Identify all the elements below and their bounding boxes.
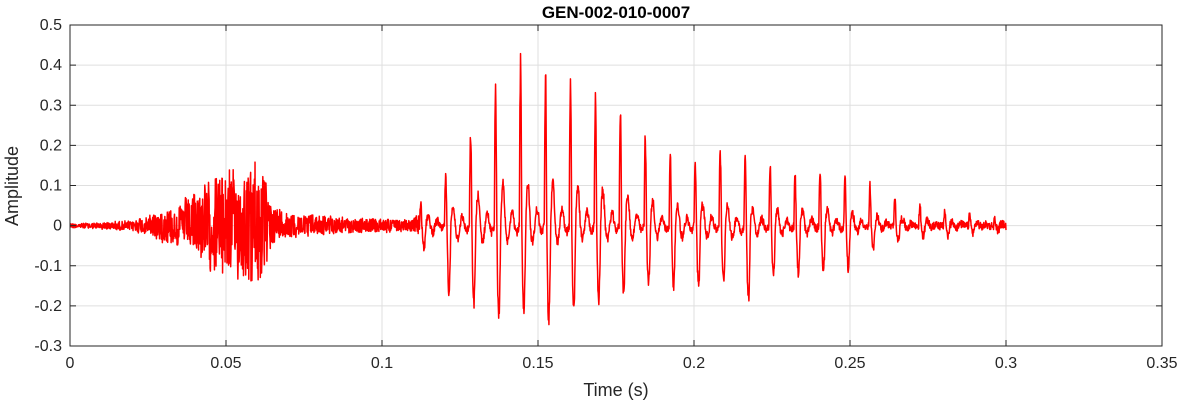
y-tick-label: -0.2	[34, 298, 62, 315]
waveform-line	[69, 52, 1007, 326]
x-tick-label: 0.25	[834, 355, 865, 372]
y-tick-label: -0.1	[34, 258, 62, 275]
x-tick-label: 0.35	[1146, 355, 1177, 372]
ticks	[69, 24, 1163, 347]
x-axis-label: Time (s)	[583, 380, 648, 400]
y-tick-label: 0.2	[40, 137, 62, 154]
x-tick-label: 0	[66, 355, 75, 372]
chart-title: GEN-002-010-0007	[542, 3, 690, 22]
y-tick-label: 0.4	[40, 57, 62, 74]
y-tick-label: -0.3	[34, 338, 62, 355]
x-tick-label: 0.1	[371, 355, 393, 372]
y-tick-label: 0.5	[40, 17, 62, 34]
y-tick-labels: -0.3 -0.2 -0.1 0 0.1 0.2 0.3 0.4 0.5	[34, 17, 62, 355]
y-tick-label: 0.3	[40, 97, 62, 114]
x-tick-labels: 0 0.05 0.1 0.15 0.2 0.25 0.3 0.35	[66, 355, 1178, 372]
x-tick-label: 0.2	[683, 355, 705, 372]
x-tick-label: 0.15	[522, 355, 553, 372]
y-tick-label: 0.1	[40, 178, 62, 195]
x-tick-label: 0.05	[210, 355, 241, 372]
data-layer	[69, 52, 1007, 326]
x-tick-label: 0.3	[995, 355, 1017, 372]
y-tick-label: 0	[53, 218, 62, 235]
y-axis-label: Amplitude	[2, 146, 22, 226]
